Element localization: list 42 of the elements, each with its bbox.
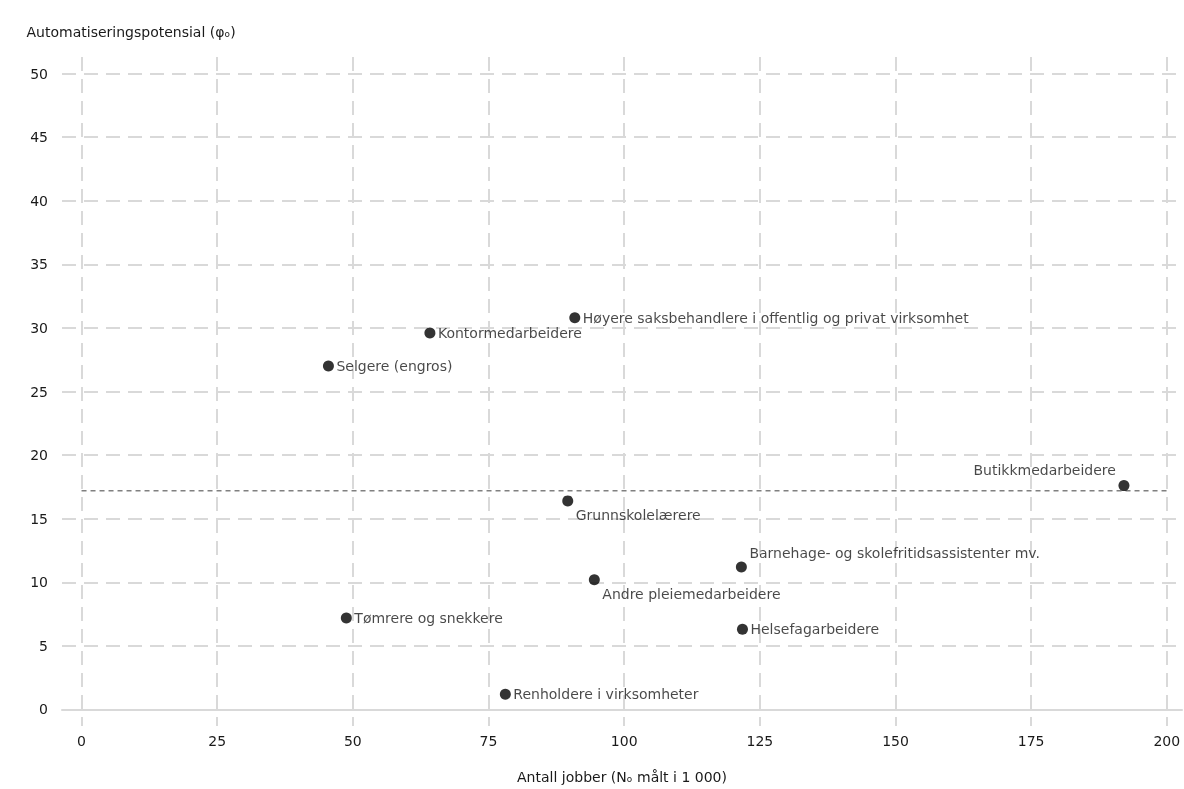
x-tick-label: 200 bbox=[1153, 733, 1181, 749]
point bbox=[588, 574, 600, 586]
x-tick-label: 0 bbox=[77, 733, 86, 749]
y-tick-label: 25 bbox=[30, 383, 48, 400]
annotation: Barnehage- og skolefritidsassistenter mv. bbox=[749, 545, 1040, 562]
annotation: Renholdere i virksomheter bbox=[513, 686, 699, 703]
point bbox=[340, 612, 352, 624]
x-tick-label: 50 bbox=[343, 733, 362, 749]
x-tick-label: 125 bbox=[746, 733, 774, 749]
annotation: Grunnskolelærere bbox=[575, 506, 701, 523]
x-tick-label: 150 bbox=[882, 733, 909, 749]
y-tick-label: 0 bbox=[39, 701, 48, 718]
point bbox=[1118, 480, 1130, 492]
y-tick-label: 5 bbox=[39, 637, 48, 654]
y-tick-label: 45 bbox=[30, 129, 48, 146]
annotation: Butikkmedarbeidere bbox=[973, 461, 1116, 478]
y-tick-label: 35 bbox=[30, 256, 48, 273]
y-tick-label: 15 bbox=[30, 510, 48, 527]
x-tick-label: 175 bbox=[1017, 733, 1045, 749]
y-tick-label: 10 bbox=[30, 574, 48, 591]
annotation: Andre pleiemedarbeidere bbox=[602, 585, 781, 602]
point bbox=[569, 312, 581, 324]
y-axis-title: Automatiseringspotensial (φₒ) bbox=[26, 24, 236, 40]
point bbox=[736, 623, 748, 635]
annotation: Høyere saksbehandlere i offentlig og privat virksomhet bbox=[582, 309, 970, 326]
x-tick-label: 100 bbox=[610, 733, 638, 749]
y-tick-label: 30 bbox=[30, 319, 48, 336]
x-axis-title: Antall jobber (Nₒ målt i 1 000) bbox=[517, 769, 727, 785]
x-tick-label: 25 bbox=[208, 733, 227, 749]
point bbox=[424, 327, 436, 339]
annotation: Selgere (engros) bbox=[336, 358, 453, 375]
point bbox=[562, 495, 574, 507]
y-tick-label: 40 bbox=[30, 192, 48, 209]
point bbox=[499, 688, 511, 700]
annotation: Helsefagarbeidere bbox=[750, 621, 880, 638]
annotation: Tømrere og snekkere bbox=[353, 609, 503, 626]
annotation: Kontormedarbeidere bbox=[437, 324, 582, 341]
x-tick-label: 75 bbox=[479, 733, 498, 749]
y-tick-label: 20 bbox=[30, 447, 48, 464]
point bbox=[322, 360, 334, 372]
y-tick-label: 50 bbox=[30, 65, 48, 82]
point bbox=[735, 561, 747, 573]
